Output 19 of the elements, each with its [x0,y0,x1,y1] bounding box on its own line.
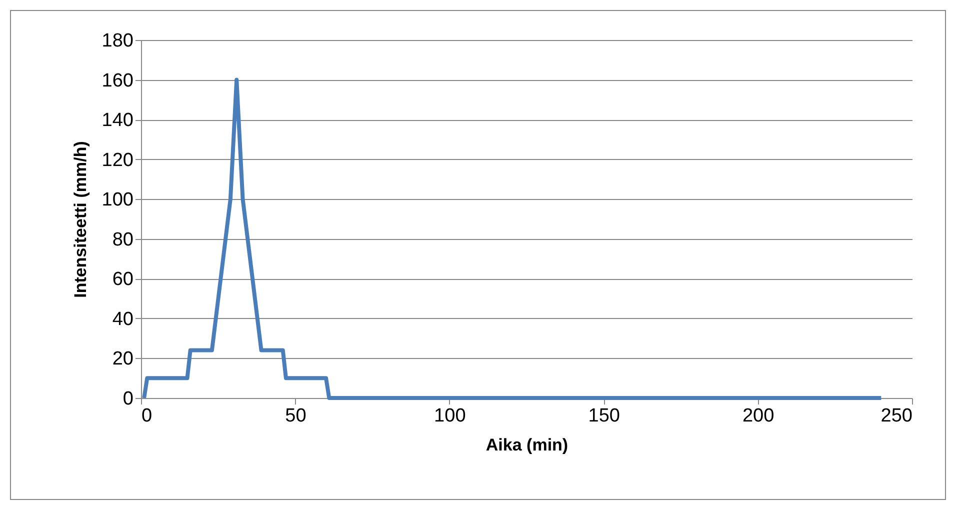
y-tick-label: 120 [102,150,134,171]
y-axis-title: Intensiteetti (mm/h) [70,141,90,298]
x-axis-title: Aika (min) [486,436,568,454]
y-tick-label: 140 [102,110,134,132]
y-tick-label: 80 [112,229,134,250]
x-tick-label: 150 [588,406,620,426]
y-tick-label: 60 [112,269,134,290]
line-series [142,78,884,400]
y-tick-label: 180 [102,30,134,52]
y-tick-label: 160 [102,70,134,92]
y-tick-label: 40 [112,308,134,330]
y-tick-label: 100 [102,190,134,211]
x-tick-label: 250 [880,406,912,426]
x-tick-label: 200 [742,406,774,426]
x-tick-label: 0 [142,406,152,426]
y-tick-label: 0 [122,388,134,410]
y-tick-label: 20 [112,348,134,370]
x-tick-label: 50 [285,406,306,426]
x-tick-label: 100 [434,406,466,426]
